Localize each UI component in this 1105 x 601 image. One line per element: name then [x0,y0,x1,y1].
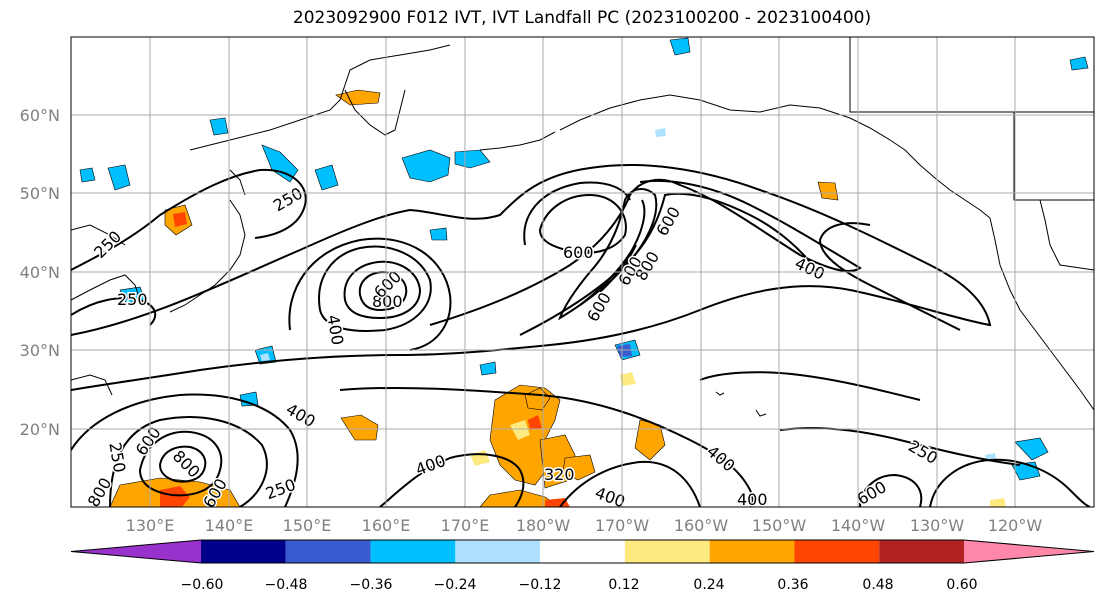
contour-label: 320 [544,465,575,484]
longitude-labels: 130°E 140°E 150°E 160°E 170°E 180°W 170°… [126,516,1043,535]
colorbar-outline [70,539,1095,564]
lon-label: 160°E [362,516,411,535]
lat-label: 30°N [20,341,60,360]
colorbar-segment [370,540,456,563]
colorbar-segment [201,540,286,563]
page-title: 2023092900 F012 IVT, IVT Landfall PC (20… [292,8,872,28]
colorbar-tick-label: 0.60 [946,577,977,593]
map-frame [70,36,1095,508]
lon-label: 120°W [988,516,1043,535]
colorbar-segments [70,539,1095,564]
lon-label: 140°W [831,516,886,535]
lon-label: 180°W [516,516,571,535]
colorbar-segment [709,540,795,563]
latitude-labels: 20°N 30°N 40°N 50°N 60°N [20,106,60,439]
strong-positive-pc-patches [160,212,570,507]
weak-positive-pc-patches [470,372,1006,507]
lat-label: 40°N [20,263,60,282]
colorbar-tick-label: 0.24 [693,577,724,593]
colorbar-tick-label: 0.36 [777,577,808,593]
colorbar: −0.60 −0.48 −0.36 −0.24 −0.12 0.12 0.24 … [70,539,1095,593]
gridlines [71,37,1094,507]
colorbar-segment [879,540,964,563]
lon-label: 140°E [205,516,254,535]
colorbar-extension-low [71,540,201,563]
contour-label: 400 [737,490,768,509]
contour-label: 800 [372,292,403,311]
colorbar-segment [285,540,371,563]
lon-label: 160°W [674,516,729,535]
lon-label: 150°W [752,516,807,535]
colorbar-segment [540,540,625,563]
lat-label: 60°N [20,106,60,125]
lat-label: 20°N [20,420,60,439]
colorbar-tick-label: 0.48 [862,577,893,593]
colorbar-tick-label: −0.60 [181,577,224,593]
contour-label: 600 [563,243,594,262]
colorbar-extension-high [964,540,1094,563]
lon-label: 170°W [595,516,650,535]
colorbar-tick-label: 0.12 [608,577,639,593]
colorbar-segment [794,540,880,563]
colorbar-tick-label: −0.48 [265,577,308,593]
colorbar-segment [624,540,710,563]
lon-label: 130°W [910,516,965,535]
lat-label: 50°N [20,184,60,203]
lon-label: 170°E [441,516,490,535]
lon-label: 150°E [283,516,332,535]
colorbar-segment [455,540,541,563]
colorbar-tick-labels: −0.60 −0.48 −0.36 −0.24 −0.12 0.12 0.24 … [181,577,978,593]
colorbar-tick-label: −0.12 [519,577,562,593]
colorbar-tick-label: −0.36 [350,577,393,593]
coastlines [71,37,1094,417]
negative-pc-patches [79,37,1089,481]
contour-label: 250 [117,290,148,309]
ivt-contours [71,164,1091,507]
lon-label: 130°E [126,516,175,535]
colorbar-tick-label: −0.24 [434,577,477,593]
